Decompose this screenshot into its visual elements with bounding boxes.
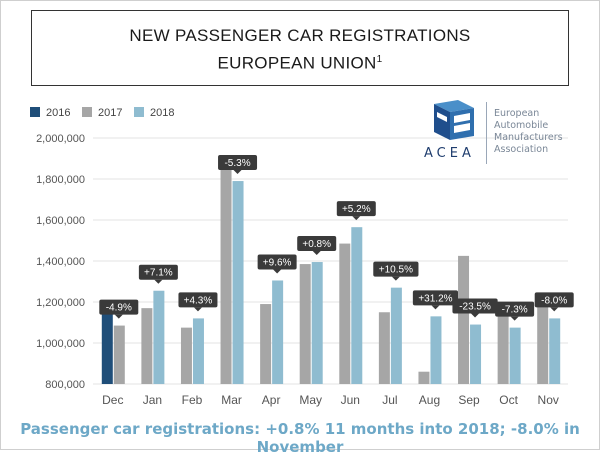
change-label-pointer (233, 170, 242, 175)
x-tick-label: Sep (458, 393, 480, 407)
x-tick-label: Nov (538, 393, 559, 407)
bar-2016-dec (101, 314, 113, 384)
change-label-box (99, 299, 139, 315)
bar-2018-mar (232, 181, 244, 384)
x-tick-label: Apr (262, 393, 281, 407)
change-label-pointer (391, 276, 400, 281)
change-label-pointer (510, 316, 519, 321)
change-label-aug: +31.2% (418, 293, 452, 304)
y-tick-label: 1,000,000 (36, 338, 85, 350)
legend-label-2018: 2018 (150, 107, 174, 119)
x-tick-label: Dec (102, 393, 123, 407)
x-tick-label: Feb (182, 393, 203, 407)
bar-2017-aug (418, 371, 430, 384)
x-tick-label: Oct (499, 393, 518, 407)
title-box: NEW PASSENGER CAR REGISTRATIONS EUROPEAN… (31, 10, 569, 86)
change-label-box (534, 292, 574, 308)
change-label-box (452, 298, 498, 314)
change-label-mar: -5.3% (224, 158, 250, 169)
change-label-box (412, 290, 459, 306)
x-tick-label: Jul (382, 393, 397, 407)
x-tick-label: Aug (419, 393, 440, 407)
bar-2017-apr (260, 304, 272, 384)
change-label-nov: -8.0% (541, 295, 567, 306)
chart-title-line2: EUROPEAN UNION1 (32, 48, 568, 76)
change-label-apr: +9.6% (263, 257, 292, 268)
change-label-box (495, 301, 535, 317)
change-label-pointer (550, 307, 559, 312)
bar-2017-oct (497, 311, 509, 384)
change-label-pointer (352, 216, 361, 221)
change-label-dec: -4.9% (106, 303, 132, 314)
title-footnote-mark: 1 (376, 54, 383, 65)
change-label-jul: +10.5% (379, 265, 413, 276)
bar-2017-mar (220, 161, 232, 384)
y-tick-label: 1,600,000 (36, 215, 85, 227)
chart-title-line1: NEW PASSENGER CAR REGISTRATIONS (129, 26, 471, 45)
x-tick-label: May (299, 393, 322, 407)
logo-divider (486, 102, 487, 164)
bar-chart: 800,000 1,000,000 1,200,000 1,400,000 1,600,… (30, 107, 574, 407)
bar-2018-aug (430, 316, 442, 384)
y-tick-label: 1,800,000 (36, 174, 85, 186)
bar-2018-oct (509, 327, 521, 384)
bar-2017-dec (113, 325, 125, 384)
bar-2018-jul (390, 287, 402, 384)
footer-summary: Passenger car registrations: +0.8% 11 mo… (20, 420, 580, 456)
bar-2017-sep (458, 255, 470, 384)
change-label-pointer (193, 307, 202, 312)
bar-2017-may (299, 264, 311, 384)
change-label-pointer (273, 269, 282, 274)
acea-cube-icon (434, 100, 474, 140)
change-label-box (336, 201, 376, 217)
bar-2017-feb (180, 327, 192, 384)
logo-acronym: ACEA (424, 146, 475, 161)
acea-logo: ACEA European Automobile Manufacturers A… (424, 100, 574, 164)
bar-2018-apr (272, 280, 284, 384)
bar-2018-may (311, 262, 323, 384)
bar-2018-jun (351, 227, 363, 384)
y-tick-label: 800,000 (45, 379, 85, 391)
bar-2017-jan (141, 308, 153, 384)
legend-swatch-2018 (134, 107, 144, 117)
chart-area: 800,000 1,000,000 1,200,000 1,400,000 1,600,… (28, 96, 574, 414)
change-label-box (257, 254, 297, 270)
bar-2018-feb (192, 318, 204, 384)
change-label-box (297, 236, 337, 252)
change-label-box (178, 292, 218, 308)
change-label-pointer (114, 314, 123, 319)
legend-swatch-2016 (30, 107, 40, 117)
change-label-jun: +5.2% (342, 204, 371, 215)
change-label-pointer (154, 279, 163, 284)
change-label-pointer (471, 313, 480, 318)
change-label-box (138, 264, 178, 280)
x-tick-label: Jan (143, 393, 162, 407)
logo-organization-name: European Automobile Manufacturers Associ… (494, 108, 563, 155)
change-label-oct: -7.3% (502, 305, 528, 316)
change-label-may: +0.8% (302, 239, 331, 250)
change-label-pointer (431, 305, 440, 310)
legend-swatch-2017 (82, 107, 92, 117)
change-label-feb: +4.3% (184, 295, 213, 306)
x-tick-label: Jun (341, 393, 360, 407)
change-label-box (218, 155, 258, 171)
change-label-box (373, 261, 419, 277)
y-tick-label: 1,200,000 (36, 297, 85, 309)
bar-2018-nov (549, 318, 561, 384)
bar-2017-jul (378, 312, 390, 384)
y-tick-label: 2,000,000 (36, 133, 85, 145)
change-label-jan: +7.1% (144, 268, 173, 279)
x-tick-label: Mar (221, 393, 242, 407)
change-label-pointer (312, 251, 321, 256)
chart-title-region: EUROPEAN UNION (217, 53, 377, 73)
bar-2018-jan (153, 290, 165, 384)
change-label-sep: -23.5% (459, 302, 491, 313)
bar-2017-jun (339, 243, 351, 384)
legend-label-2016: 2016 (46, 107, 70, 119)
y-tick-label: 1,400,000 (36, 256, 85, 268)
legend-label-2017: 2017 (98, 107, 122, 119)
bar-2018-sep (470, 324, 482, 384)
bar-2017-nov (537, 298, 549, 384)
